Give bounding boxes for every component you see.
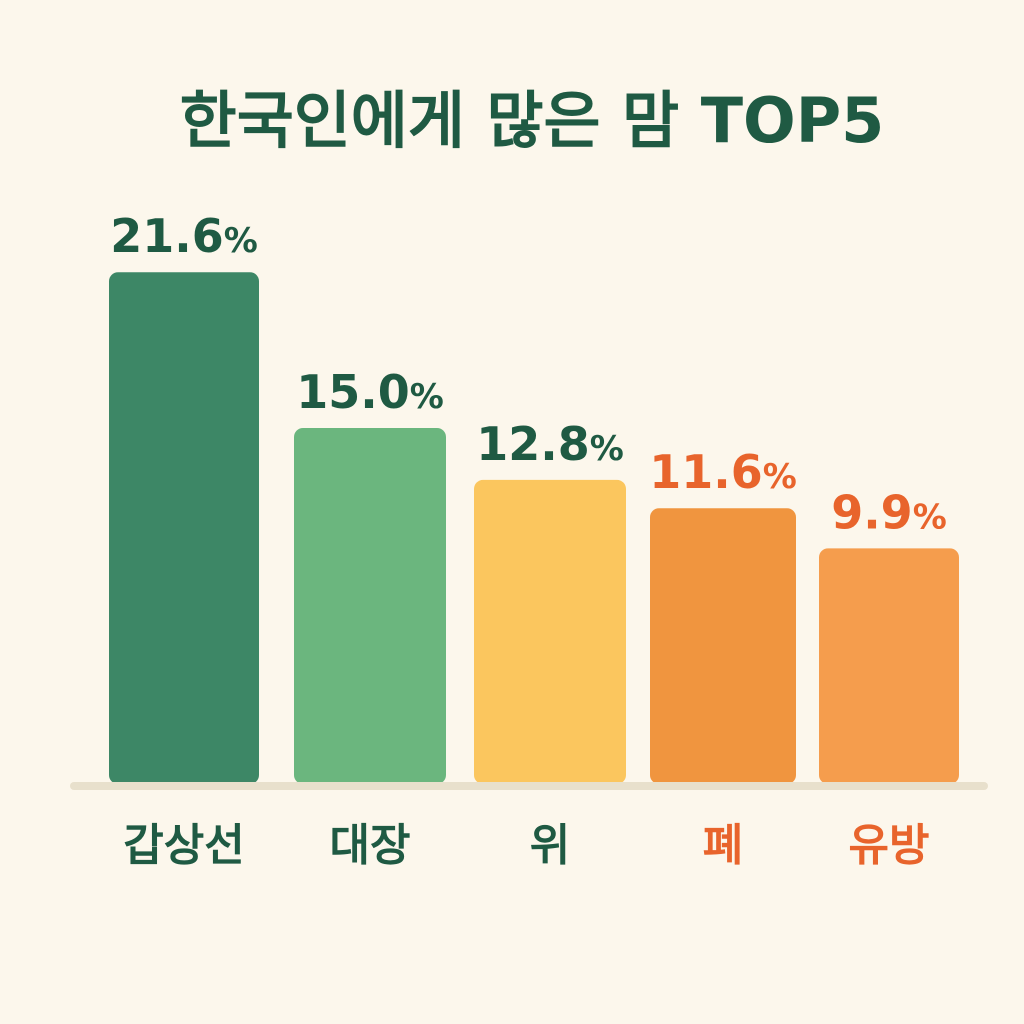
chart-title: 한국인에게 많은 맘 TOP5 <box>180 84 885 157</box>
labels-layer: 21.6% 갑상선 15.0% 대장 12.8% 위 11.6% 폐 9.9% 유방 <box>110 209 947 871</box>
value-label-5: 9.9% <box>831 485 947 539</box>
bar-1 <box>109 272 259 784</box>
value-unit: % <box>410 377 444 417</box>
category-label-3: 위 <box>530 820 570 871</box>
value-unit: % <box>590 429 624 469</box>
value-label-2: 15.0% <box>296 365 444 419</box>
bar-4 <box>650 508 796 784</box>
bar-3 <box>474 479 626 784</box>
category-label-5: 유방 <box>849 820 930 871</box>
value-label-4: 11.6% <box>649 445 797 499</box>
bars-layer <box>109 272 959 784</box>
value-unit: % <box>913 497 947 537</box>
value-unit: % <box>763 457 797 497</box>
category-label-4: 폐 <box>703 820 743 871</box>
value-unit: % <box>224 221 258 261</box>
bar-5 <box>819 548 959 784</box>
value-label-1: 21.6% <box>110 209 258 263</box>
bar-2 <box>294 428 446 784</box>
value-label-3: 12.8% <box>476 417 624 471</box>
category-label-2: 대장 <box>330 820 411 871</box>
category-label-1: 갑상선 <box>123 820 244 871</box>
